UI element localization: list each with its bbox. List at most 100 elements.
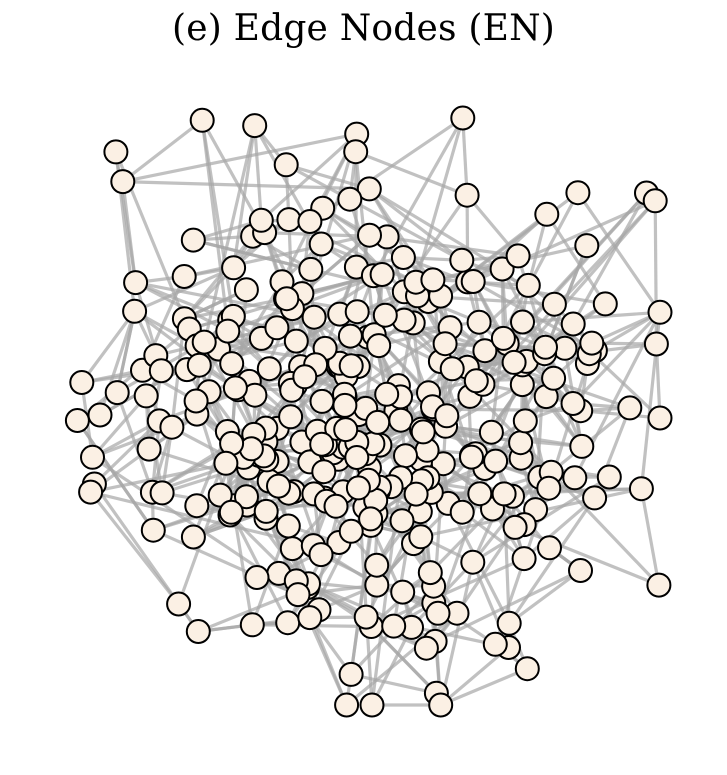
graph-node — [166, 591, 192, 617]
graph-node — [274, 286, 300, 312]
graph-edge — [98, 310, 137, 416]
graph-node — [256, 356, 282, 382]
graph-node — [439, 356, 465, 382]
graph-node — [87, 402, 113, 428]
graph-node — [78, 479, 104, 505]
graph-node — [514, 656, 540, 682]
graph-edge — [89, 491, 180, 605]
graph-node — [136, 436, 162, 462]
graph-node — [536, 475, 562, 501]
graph-node — [253, 498, 279, 524]
graph-node — [337, 186, 363, 212]
graph-node — [574, 233, 600, 259]
graph-node — [356, 176, 382, 202]
graph-node — [541, 291, 567, 317]
graph-node — [515, 272, 541, 298]
graph-node — [343, 139, 369, 165]
graph-edge — [133, 310, 237, 390]
graph-node — [467, 481, 493, 507]
graph-node — [646, 572, 672, 598]
graph-edge — [133, 266, 235, 313]
graph-edge — [232, 125, 257, 269]
graph-node — [122, 298, 148, 324]
graph-node — [292, 364, 318, 390]
graph-node — [309, 388, 335, 414]
graph-node — [140, 517, 166, 543]
graph-node — [568, 558, 593, 583]
graph-node — [534, 201, 560, 227]
graph-node — [393, 443, 418, 469]
graph-node — [221, 255, 247, 281]
graph-edge — [368, 187, 503, 271]
graph-node — [483, 448, 509, 474]
graph-node — [337, 323, 363, 349]
graph-edge — [439, 561, 475, 706]
graph-node — [496, 610, 522, 636]
graph-node — [171, 264, 197, 289]
graph-node — [273, 152, 299, 178]
graph-node — [533, 334, 558, 360]
graph-node — [460, 549, 486, 575]
graph-node — [275, 610, 301, 636]
graph-node — [643, 331, 669, 357]
graph-node — [279, 536, 305, 562]
graph-node — [308, 231, 334, 257]
graph-node — [297, 605, 323, 631]
graph-node — [642, 188, 668, 214]
graph-node — [344, 445, 370, 470]
graph-node — [244, 565, 270, 590]
graph-node — [338, 518, 364, 544]
graph-node — [381, 613, 407, 639]
graph-edge — [639, 488, 661, 586]
graph-node — [184, 493, 210, 519]
graph-node — [309, 431, 335, 457]
graph-edge — [439, 646, 510, 707]
graph-edge — [571, 311, 662, 405]
graph-node — [332, 392, 358, 418]
graph-node — [508, 430, 534, 456]
graph-node — [560, 391, 586, 416]
graph-node — [434, 403, 460, 429]
graph-node — [239, 612, 265, 638]
graph-node — [389, 508, 415, 534]
graph-node — [454, 182, 480, 208]
graph-node — [334, 692, 360, 718]
graph-edge — [121, 119, 204, 183]
graph-edge — [372, 117, 465, 277]
graph-node — [353, 604, 379, 630]
graph-node — [365, 409, 391, 435]
graph-edge — [370, 625, 438, 695]
graph-node — [579, 330, 605, 356]
graph-node — [512, 408, 538, 434]
graph-node — [338, 353, 364, 379]
graph-node — [264, 315, 290, 341]
graph-edge — [523, 496, 596, 560]
graph-node — [364, 552, 390, 578]
graph-node — [69, 370, 95, 395]
graph-node — [248, 207, 274, 233]
graph-node — [430, 451, 456, 477]
graph-node — [344, 299, 370, 325]
graph-node — [222, 375, 248, 401]
graph-node — [428, 692, 454, 718]
graph-node — [617, 395, 643, 421]
graph-node — [388, 407, 414, 433]
graph-node — [463, 368, 489, 394]
graph-edge — [300, 233, 371, 295]
graph-node — [410, 419, 436, 445]
graph-edge — [465, 194, 520, 257]
graph-node — [366, 333, 392, 359]
graph-node — [215, 318, 241, 344]
graph-node — [491, 481, 517, 507]
graph-node — [478, 419, 504, 445]
graph-node — [511, 546, 537, 572]
graph-node — [417, 560, 443, 586]
graph-edge — [91, 394, 148, 459]
graph-node — [276, 207, 302, 233]
graph-node — [541, 365, 567, 391]
graph-node — [459, 444, 484, 470]
graph-node — [278, 404, 304, 430]
graph-node — [450, 105, 476, 131]
graph-edge — [508, 569, 582, 625]
graph-edge — [122, 132, 358, 184]
